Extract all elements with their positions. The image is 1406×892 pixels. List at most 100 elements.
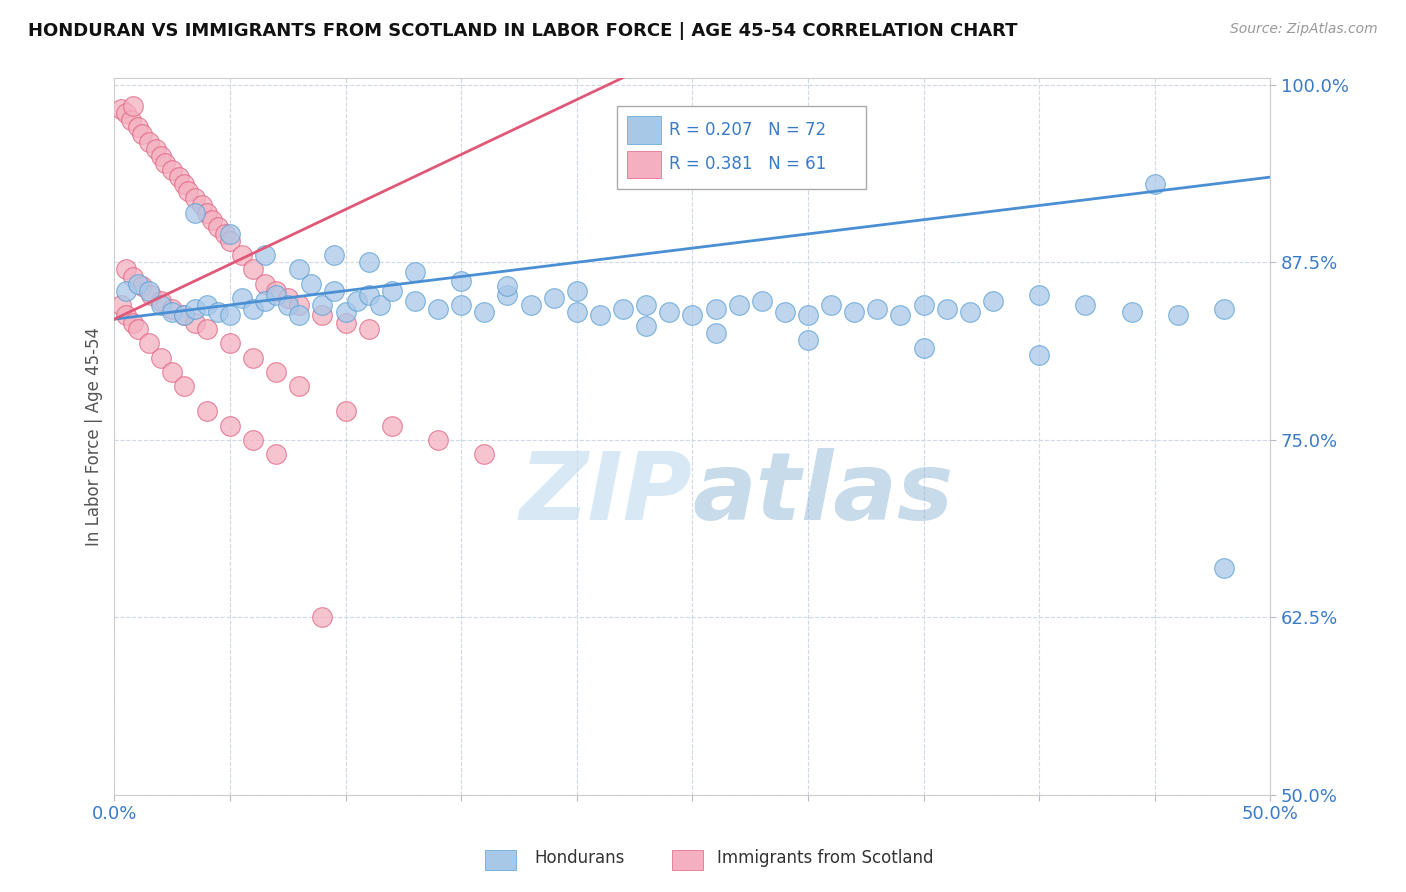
- Point: [357, 322, 380, 336]
- Point: [173, 177, 195, 191]
- Point: [264, 284, 287, 298]
- Point: [127, 277, 149, 291]
- Point: [264, 447, 287, 461]
- Point: [797, 334, 820, 348]
- Point: [219, 418, 242, 433]
- Point: [115, 308, 138, 322]
- Point: [110, 298, 132, 312]
- Point: [612, 302, 634, 317]
- Point: [751, 293, 773, 308]
- Point: [253, 277, 276, 291]
- Point: [173, 379, 195, 393]
- Point: [173, 308, 195, 322]
- Point: [335, 305, 357, 319]
- Point: [138, 336, 160, 351]
- Bar: [627, 151, 661, 178]
- Point: [120, 113, 142, 128]
- Point: [797, 308, 820, 322]
- Point: [110, 102, 132, 116]
- Point: [704, 326, 727, 341]
- Point: [195, 322, 218, 336]
- Point: [1167, 308, 1189, 322]
- Point: [404, 265, 426, 279]
- Point: [335, 317, 357, 331]
- Point: [496, 288, 519, 302]
- Point: [565, 305, 588, 319]
- Point: [450, 298, 472, 312]
- Point: [195, 205, 218, 219]
- Point: [404, 293, 426, 308]
- Point: [959, 305, 981, 319]
- Point: [381, 418, 404, 433]
- Point: [160, 305, 183, 319]
- Point: [160, 302, 183, 317]
- Point: [242, 302, 264, 317]
- Point: [288, 298, 311, 312]
- Point: [184, 317, 207, 331]
- Point: [565, 284, 588, 298]
- Point: [191, 198, 214, 212]
- Point: [368, 298, 391, 312]
- Point: [1121, 305, 1143, 319]
- Text: R = 0.381   N = 61: R = 0.381 N = 61: [669, 155, 827, 173]
- Point: [219, 227, 242, 241]
- Point: [145, 142, 167, 156]
- Point: [253, 293, 276, 308]
- Point: [636, 319, 658, 334]
- Text: Hondurans: Hondurans: [534, 849, 624, 867]
- Point: [167, 170, 190, 185]
- Point: [219, 336, 242, 351]
- Point: [636, 298, 658, 312]
- Point: [115, 106, 138, 120]
- Point: [149, 149, 172, 163]
- Point: [277, 291, 299, 305]
- Text: Immigrants from Scotland: Immigrants from Scotland: [717, 849, 934, 867]
- Point: [1143, 177, 1166, 191]
- Point: [935, 302, 957, 317]
- Point: [219, 308, 242, 322]
- FancyBboxPatch shape: [617, 106, 866, 189]
- Point: [242, 262, 264, 277]
- Point: [543, 291, 565, 305]
- Point: [288, 308, 311, 322]
- Point: [912, 298, 935, 312]
- Point: [844, 305, 866, 319]
- Point: [115, 284, 138, 298]
- Text: atlas: atlas: [692, 448, 953, 540]
- Point: [195, 298, 218, 312]
- Point: [1074, 298, 1097, 312]
- Point: [681, 308, 703, 322]
- Point: [149, 351, 172, 365]
- Point: [357, 255, 380, 269]
- Point: [357, 288, 380, 302]
- Point: [658, 305, 681, 319]
- Point: [131, 279, 153, 293]
- Point: [299, 277, 322, 291]
- Point: [277, 298, 299, 312]
- Point: [264, 365, 287, 379]
- Point: [253, 248, 276, 262]
- Y-axis label: In Labor Force | Age 45-54: In Labor Force | Age 45-54: [86, 326, 103, 546]
- Point: [704, 302, 727, 317]
- Point: [122, 99, 145, 113]
- Text: R = 0.207   N = 72: R = 0.207 N = 72: [669, 121, 827, 139]
- Text: HONDURAN VS IMMIGRANTS FROM SCOTLAND IN LABOR FORCE | AGE 45-54 CORRELATION CHAR: HONDURAN VS IMMIGRANTS FROM SCOTLAND IN …: [28, 22, 1018, 40]
- Text: ZIP: ZIP: [520, 448, 692, 540]
- Point: [242, 433, 264, 447]
- Point: [115, 262, 138, 277]
- Point: [335, 404, 357, 418]
- Point: [160, 163, 183, 178]
- Point: [231, 248, 253, 262]
- Point: [184, 302, 207, 317]
- Text: Source: ZipAtlas.com: Source: ZipAtlas.com: [1230, 22, 1378, 37]
- Point: [288, 379, 311, 393]
- Point: [866, 302, 889, 317]
- Point: [184, 205, 207, 219]
- Point: [149, 293, 172, 308]
- Point: [1213, 302, 1236, 317]
- Point: [323, 284, 346, 298]
- Point: [381, 284, 404, 298]
- Point: [207, 219, 229, 234]
- Point: [177, 184, 200, 198]
- Point: [214, 227, 236, 241]
